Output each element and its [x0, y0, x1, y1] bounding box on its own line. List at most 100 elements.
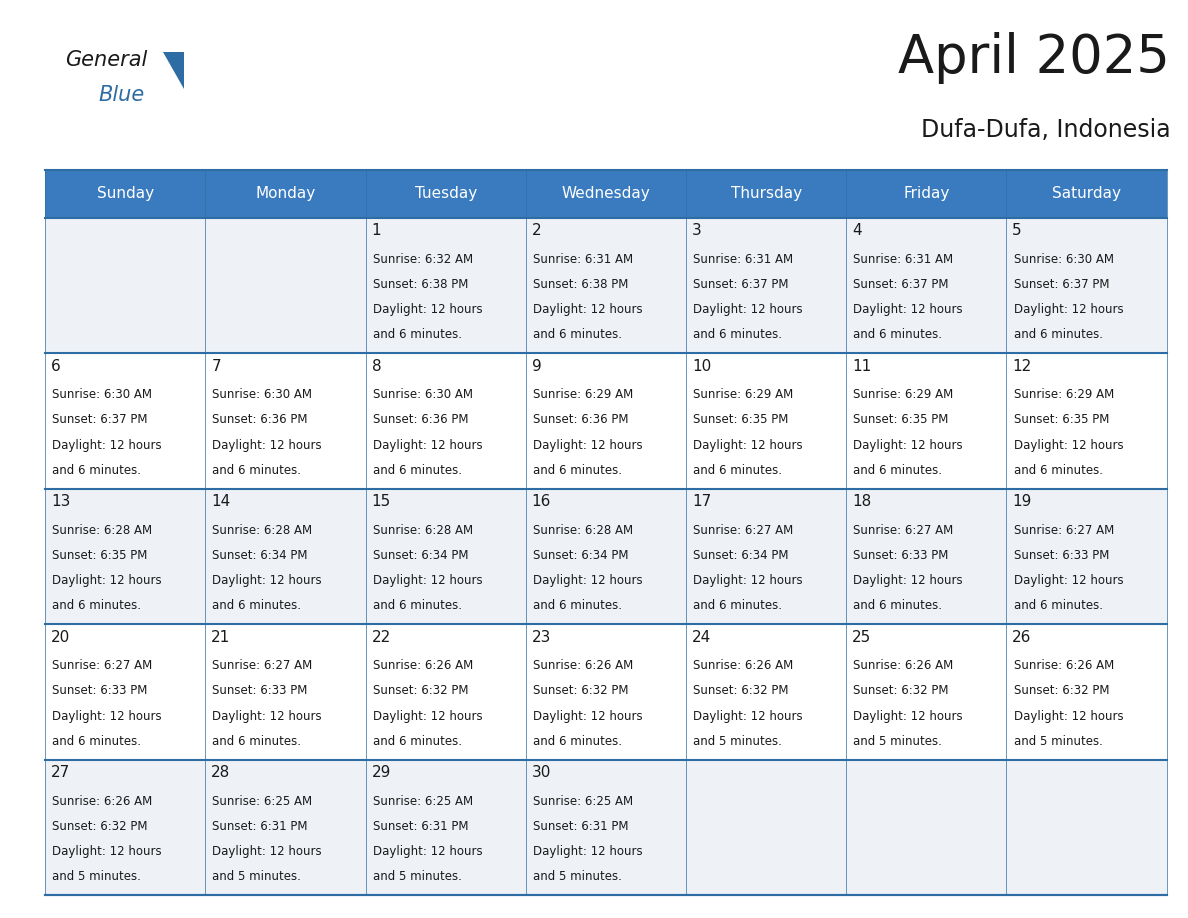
Bar	[526, 170, 685, 218]
Text: Sunrise: 6:29 AM: Sunrise: 6:29 AM	[853, 388, 954, 401]
Text: Sunset: 6:37 PM: Sunset: 6:37 PM	[853, 278, 949, 291]
Text: and 5 minutes.: and 5 minutes.	[533, 870, 621, 883]
Text: Daylight: 12 hours: Daylight: 12 hours	[533, 845, 643, 858]
Text: 3: 3	[691, 223, 702, 238]
Text: 28: 28	[211, 765, 230, 780]
Text: 13: 13	[51, 494, 70, 509]
Text: 9: 9	[532, 359, 542, 374]
Bar	[206, 170, 366, 218]
Text: 2: 2	[532, 223, 542, 238]
Text: Sunset: 6:35 PM: Sunset: 6:35 PM	[52, 549, 147, 562]
Text: 14: 14	[211, 494, 230, 509]
Text: Friday: Friday	[903, 186, 949, 201]
Text: Sunrise: 6:27 AM: Sunrise: 6:27 AM	[853, 524, 954, 537]
Text: Sunrise: 6:26 AM: Sunrise: 6:26 AM	[52, 795, 152, 808]
Text: 25: 25	[852, 630, 871, 644]
Text: April 2025: April 2025	[898, 32, 1170, 84]
Text: General: General	[65, 50, 147, 71]
Text: and 6 minutes.: and 6 minutes.	[373, 464, 462, 476]
Text: Blue: Blue	[99, 85, 145, 106]
Text: 23: 23	[532, 630, 551, 644]
Text: Daylight: 12 hours: Daylight: 12 hours	[373, 303, 482, 316]
Text: 5: 5	[1012, 223, 1022, 238]
Text: Daylight: 12 hours: Daylight: 12 hours	[1013, 303, 1123, 316]
Text: Daylight: 12 hours: Daylight: 12 hours	[533, 710, 643, 722]
Text: Sunset: 6:36 PM: Sunset: 6:36 PM	[373, 413, 468, 427]
Text: 1: 1	[372, 223, 381, 238]
Text: and 6 minutes.: and 6 minutes.	[373, 734, 462, 747]
Text: 6: 6	[51, 359, 61, 374]
Text: Sunset: 6:34 PM: Sunset: 6:34 PM	[533, 549, 628, 562]
Text: and 6 minutes.: and 6 minutes.	[213, 464, 302, 476]
Text: Sunrise: 6:30 AM: Sunrise: 6:30 AM	[373, 388, 473, 401]
Text: Sunset: 6:37 PM: Sunset: 6:37 PM	[693, 278, 789, 291]
Text: Daylight: 12 hours: Daylight: 12 hours	[693, 710, 803, 722]
Text: Sunrise: 6:26 AM: Sunrise: 6:26 AM	[533, 659, 633, 672]
Text: Sunset: 6:34 PM: Sunset: 6:34 PM	[213, 549, 308, 562]
Text: Sunrise: 6:26 AM: Sunrise: 6:26 AM	[1013, 659, 1114, 672]
Text: Sunrise: 6:28 AM: Sunrise: 6:28 AM	[373, 524, 473, 537]
Text: Daylight: 12 hours: Daylight: 12 hours	[1013, 710, 1123, 722]
Text: 26: 26	[1012, 630, 1031, 644]
Text: 16: 16	[532, 494, 551, 509]
Text: and 6 minutes.: and 6 minutes.	[853, 328, 942, 341]
Text: Daylight: 12 hours: Daylight: 12 hours	[693, 303, 803, 316]
Text: 27: 27	[51, 765, 70, 780]
Text: Sunset: 6:36 PM: Sunset: 6:36 PM	[533, 413, 628, 427]
Text: Sunrise: 6:31 AM: Sunrise: 6:31 AM	[533, 252, 633, 266]
Text: Sunrise: 6:25 AM: Sunrise: 6:25 AM	[213, 795, 312, 808]
Text: Sunset: 6:31 PM: Sunset: 6:31 PM	[533, 820, 628, 833]
Text: and 6 minutes.: and 6 minutes.	[52, 599, 141, 612]
Text: Dufa-Dufa, Indonesia: Dufa-Dufa, Indonesia	[921, 118, 1170, 141]
Text: Daylight: 12 hours: Daylight: 12 hours	[213, 710, 322, 722]
Text: Sunset: 6:33 PM: Sunset: 6:33 PM	[853, 549, 949, 562]
Text: 18: 18	[852, 494, 871, 509]
Text: Sunset: 6:33 PM: Sunset: 6:33 PM	[1013, 549, 1108, 562]
Text: Sunrise: 6:25 AM: Sunrise: 6:25 AM	[533, 795, 633, 808]
Text: Daylight: 12 hours: Daylight: 12 hours	[213, 574, 322, 587]
Text: and 6 minutes.: and 6 minutes.	[373, 599, 462, 612]
Text: Daylight: 12 hours: Daylight: 12 hours	[693, 439, 803, 452]
Text: Sunrise: 6:26 AM: Sunrise: 6:26 AM	[853, 659, 954, 672]
Text: 15: 15	[372, 494, 391, 509]
Text: Daylight: 12 hours: Daylight: 12 hours	[853, 439, 963, 452]
Text: Daylight: 12 hours: Daylight: 12 hours	[533, 574, 643, 587]
Text: Sunset: 6:32 PM: Sunset: 6:32 PM	[693, 685, 789, 698]
Text: Tuesday: Tuesday	[415, 186, 476, 201]
Text: Thursday: Thursday	[731, 186, 802, 201]
Text: Sunrise: 6:25 AM: Sunrise: 6:25 AM	[373, 795, 473, 808]
Text: Daylight: 12 hours: Daylight: 12 hours	[373, 845, 482, 858]
Text: 10: 10	[691, 359, 712, 374]
Text: Sunrise: 6:32 AM: Sunrise: 6:32 AM	[373, 252, 473, 266]
Text: and 5 minutes.: and 5 minutes.	[1013, 734, 1102, 747]
Text: Sunset: 6:34 PM: Sunset: 6:34 PM	[693, 549, 789, 562]
Text: 17: 17	[691, 494, 712, 509]
Text: Sunrise: 6:28 AM: Sunrise: 6:28 AM	[52, 524, 152, 537]
Text: Sunrise: 6:27 AM: Sunrise: 6:27 AM	[213, 659, 312, 672]
Text: Sunset: 6:34 PM: Sunset: 6:34 PM	[373, 549, 468, 562]
Text: Sunrise: 6:31 AM: Sunrise: 6:31 AM	[853, 252, 954, 266]
Text: Sunrise: 6:29 AM: Sunrise: 6:29 AM	[1013, 388, 1114, 401]
Text: and 6 minutes.: and 6 minutes.	[853, 599, 942, 612]
Text: 8: 8	[372, 359, 381, 374]
Text: Daylight: 12 hours: Daylight: 12 hours	[373, 710, 482, 722]
Text: and 5 minutes.: and 5 minutes.	[373, 870, 462, 883]
Text: Daylight: 12 hours: Daylight: 12 hours	[693, 574, 803, 587]
Text: Daylight: 12 hours: Daylight: 12 hours	[853, 303, 963, 316]
Text: and 5 minutes.: and 5 minutes.	[52, 870, 141, 883]
Text: Saturday: Saturday	[1053, 186, 1121, 201]
Text: Daylight: 12 hours: Daylight: 12 hours	[1013, 574, 1123, 587]
Text: Sunset: 6:38 PM: Sunset: 6:38 PM	[373, 278, 468, 291]
Text: and 6 minutes.: and 6 minutes.	[1013, 464, 1102, 476]
Text: and 5 minutes.: and 5 minutes.	[693, 734, 782, 747]
Text: Sunset: 6:32 PM: Sunset: 6:32 PM	[533, 685, 628, 698]
Text: Sunrise: 6:26 AM: Sunrise: 6:26 AM	[373, 659, 473, 672]
Text: Daylight: 12 hours: Daylight: 12 hours	[213, 439, 322, 452]
Text: Sunset: 6:31 PM: Sunset: 6:31 PM	[373, 820, 468, 833]
Text: Sunset: 6:35 PM: Sunset: 6:35 PM	[1013, 413, 1108, 427]
Text: and 6 minutes.: and 6 minutes.	[533, 464, 621, 476]
Bar	[45, 170, 206, 218]
Text: and 6 minutes.: and 6 minutes.	[533, 734, 621, 747]
Text: Sunset: 6:37 PM: Sunset: 6:37 PM	[52, 413, 147, 427]
Text: Daylight: 12 hours: Daylight: 12 hours	[853, 710, 963, 722]
